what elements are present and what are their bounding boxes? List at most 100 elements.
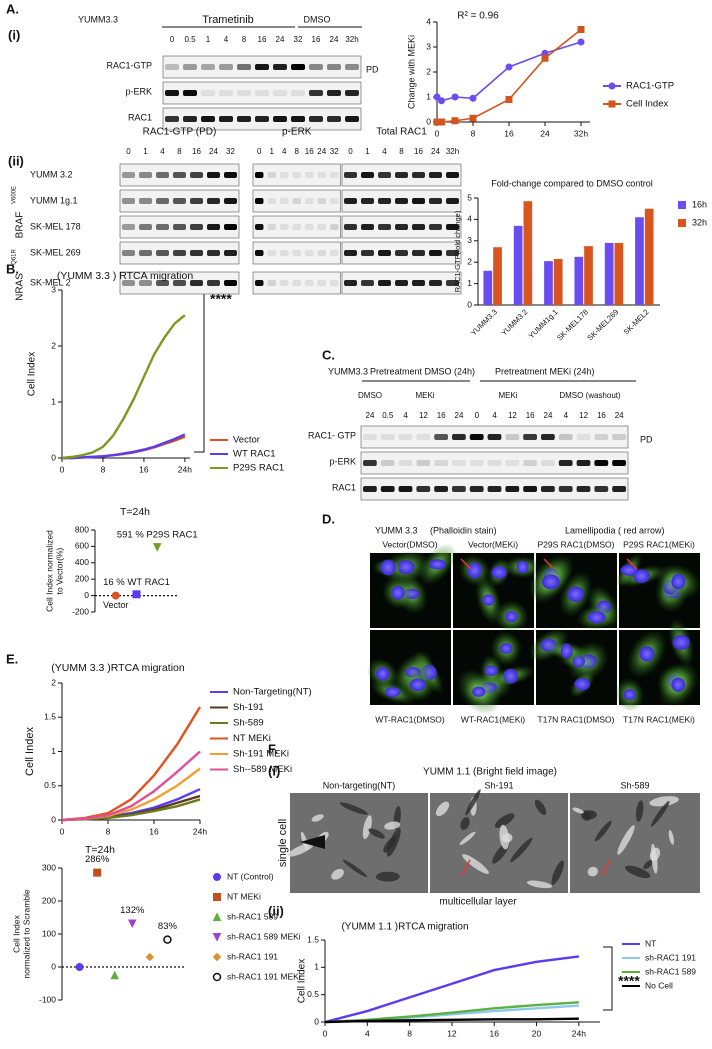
blot-band [412, 224, 425, 230]
panel-label: F. [268, 741, 278, 756]
blot-band [612, 460, 626, 466]
blot-band [330, 224, 339, 230]
lane-label: 4 [492, 411, 497, 420]
blot-band [429, 198, 442, 204]
marker [75, 963, 84, 971]
blot-band [122, 172, 135, 178]
micrograph-label: P29S RAC1(DMSO) [538, 539, 615, 549]
blot-band [541, 434, 555, 440]
x-tick-label: 16 [149, 826, 159, 836]
y-tick-label: 2 [51, 340, 56, 350]
blot-band [412, 172, 425, 178]
lane-label: 12 [508, 411, 517, 420]
arrowhead [300, 835, 325, 849]
lane-label: 1 [365, 147, 370, 156]
lane-label: 24 [366, 411, 375, 420]
legend-label: Cell Index [626, 99, 668, 110]
blot-band [139, 198, 152, 204]
blot-band [122, 224, 135, 230]
blot-band [224, 198, 237, 204]
blot-band [452, 460, 466, 466]
group-gene: NRAS [15, 273, 26, 301]
blot-band [190, 280, 203, 286]
cell [375, 871, 400, 882]
lane-label: 8 [399, 147, 404, 156]
blot-band [345, 64, 359, 70]
blot-band [317, 280, 326, 286]
nucleus [467, 562, 482, 579]
side-label: single cell [277, 819, 289, 867]
series-line [436, 41, 582, 102]
blot-band [361, 198, 374, 204]
micrograph-label: P29S RAC1(MEKi) [623, 539, 695, 549]
y-tick-label: 0 [51, 961, 56, 971]
blot-frame [252, 189, 341, 213]
marker [608, 100, 616, 108]
y-tick-label: 3 [467, 235, 472, 245]
blot-band [255, 250, 264, 256]
blot-band [452, 486, 466, 492]
blot-band [395, 250, 408, 256]
blot-band [190, 172, 203, 178]
legend-label: WT RAC1 [233, 449, 276, 460]
marker [163, 935, 172, 944]
blot-band [398, 460, 413, 466]
bright-field [570, 793, 700, 893]
y-tick-label: 0 [467, 299, 472, 309]
nucleus [472, 686, 486, 697]
lane-label: 4 [224, 35, 229, 44]
blot-band [446, 280, 459, 286]
nucleus [623, 689, 636, 701]
blot-band [594, 486, 609, 492]
lane-label: 0 [257, 147, 262, 156]
marker [577, 26, 585, 33]
blot-band [292, 250, 301, 256]
category-label: Vector [103, 600, 129, 610]
lane-label: 24 [615, 411, 624, 420]
bar [553, 258, 563, 305]
y-tick-label: 0 [84, 590, 89, 600]
blot-band [330, 198, 339, 204]
panel-label: (i) [8, 27, 20, 42]
lane-label: 32 [294, 35, 303, 44]
blot-band [594, 460, 609, 466]
blot-band [183, 90, 197, 96]
x-tick-label: SK-MEL269 [585, 307, 620, 342]
blot-band [219, 90, 233, 96]
blot-band [156, 250, 169, 256]
lane-label: 4 [160, 147, 165, 156]
marker [213, 873, 221, 881]
blot-band [523, 460, 537, 466]
legend-label: P29S RAC1 [233, 463, 284, 474]
y-axis-label: Cell Index [11, 914, 21, 953]
bar [614, 242, 624, 305]
marker [212, 972, 222, 982]
lane-label: 16 [437, 411, 446, 420]
marker [451, 93, 459, 101]
cell [462, 854, 489, 874]
blot-band [469, 434, 484, 440]
blot-band [237, 90, 251, 96]
bar [584, 246, 593, 305]
lane-label: 1 [206, 35, 211, 44]
series-line [62, 433, 186, 460]
blot-band [201, 90, 215, 96]
x-tick-label: 24h [178, 464, 192, 474]
blot-band [255, 280, 264, 286]
micrograph-label: Vector(DMSO) [382, 539, 437, 549]
row-label: RAC1-GTP [106, 60, 152, 70]
blot-header: RAC1-GTP (PD) [143, 127, 217, 138]
y-tick-label: 100 [42, 928, 56, 938]
y-axis-label: RAC1-GTP(fold change) [453, 210, 462, 292]
y-tick-label: 1 [467, 278, 472, 288]
blot-band [292, 280, 301, 286]
cell [465, 789, 481, 816]
nucleus [574, 677, 591, 691]
blot-band [361, 172, 374, 178]
lane-label: 0.5 [382, 411, 394, 420]
x-tick-label: 4 [365, 1028, 370, 1038]
y-tick-label: 0 [426, 116, 431, 126]
x-tick-label: 0 [60, 464, 65, 474]
blot-band [395, 172, 408, 178]
marker [505, 63, 513, 71]
